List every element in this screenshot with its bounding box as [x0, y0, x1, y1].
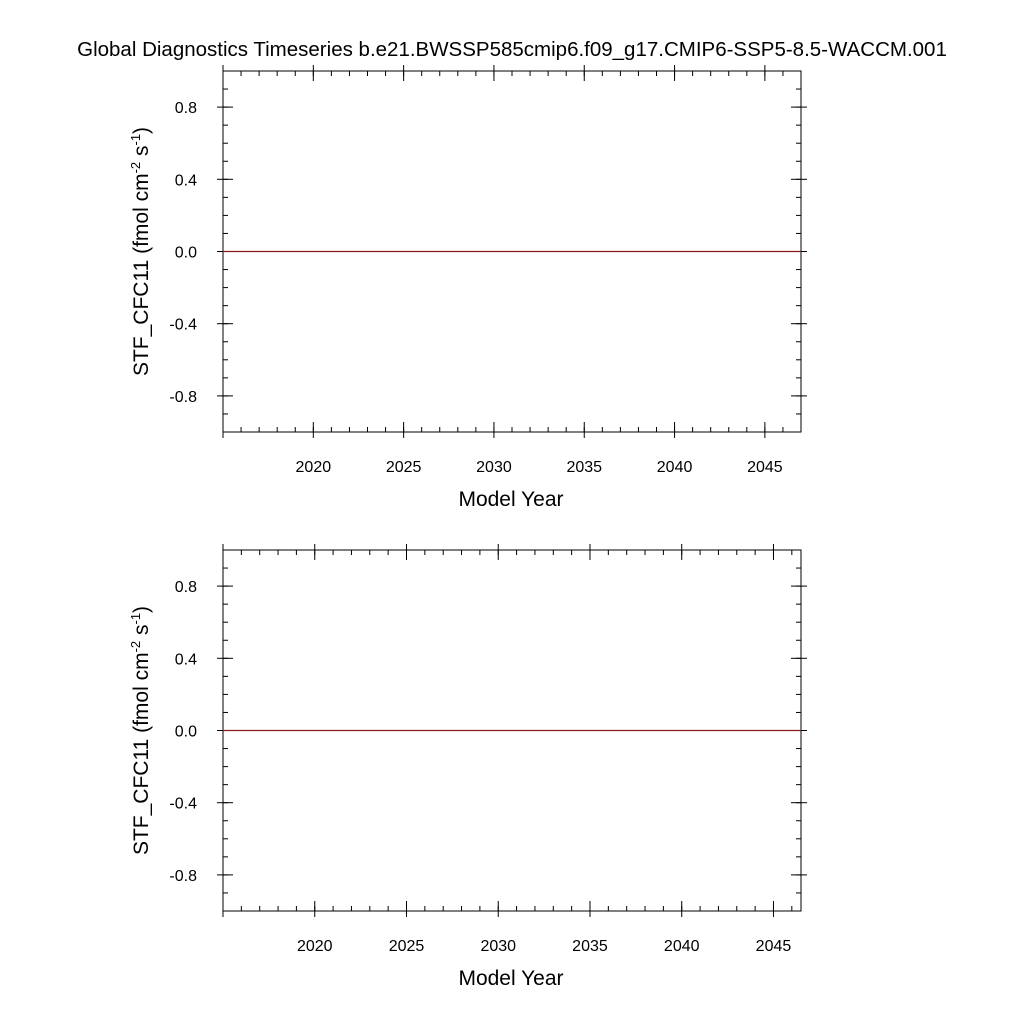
y-axis-label-exponent: -1	[128, 613, 143, 625]
y-tick-label: -0.4	[169, 317, 197, 334]
y-axis-label-part: )	[130, 127, 153, 134]
x-tick-label: 2030	[476, 459, 512, 476]
y-axis-label-part: s	[130, 146, 153, 162]
x-tick-label: 2045	[756, 938, 792, 955]
x-tick-label: 2020	[296, 459, 332, 476]
y-tick-label: 0.8	[175, 579, 197, 596]
chart-panel-2: 2020 2025 2030 2035 2040 2045 -0.8 -0.4 0.0 0.4 0.…	[128, 544, 807, 990]
y-axis-label-part: s	[130, 625, 153, 641]
y-axis-label: STF_CFC11 (fmol cm-2 s-1)	[128, 606, 153, 855]
x-tick-label: 2025	[386, 459, 422, 476]
y-tick-label: -0.8	[169, 868, 197, 885]
y-axis-label: STF_CFC11 (fmol cm-2 s-1)	[128, 127, 153, 376]
x-axis-label: Model Year	[458, 967, 563, 990]
chart-panel-1: 2020 2025 2030 2035 2040 2045 -0.8 -0.4 0.0 0.4 0.…	[128, 65, 807, 511]
y-axis-label-part: STF_CFC11 (fmol cm	[130, 652, 153, 855]
x-tick-label: 2040	[664, 938, 700, 955]
x-tick-label: 2030	[480, 938, 516, 955]
y-tick-label: 0.4	[175, 651, 197, 668]
x-tick-label: 2020	[297, 938, 333, 955]
x-tick-label: 2035	[572, 938, 608, 955]
y-axis-label-exponent: -2	[128, 162, 143, 174]
y-axis-label-exponent: -2	[128, 641, 143, 653]
x-tick-label: 2025	[389, 938, 425, 955]
y-axis-label-part: STF_CFC11 (fmol cm	[130, 173, 153, 376]
x-tick-label: 2035	[566, 459, 602, 476]
x-tick-label: 2045	[747, 459, 783, 476]
y-tick-label: 0.0	[175, 245, 197, 262]
y-tick-label: 0.4	[175, 172, 197, 189]
y-axis-label-exponent: -1	[128, 134, 143, 146]
y-axis-label-part: )	[130, 606, 153, 613]
x-axis-label: Model Year	[458, 488, 563, 511]
y-tick-label: -0.4	[169, 796, 197, 813]
y-tick-label: 0.8	[175, 100, 197, 117]
y-tick-label: 0.0	[175, 724, 197, 741]
y-tick-label: -0.8	[169, 389, 197, 406]
plots-container: 2020 2025 2030 2035 2040 2045 -0.8 -0.4 0.0 0.4 0.…	[128, 65, 807, 990]
page-title: Global Diagnostics Timeseries b.e21.BWSS…	[77, 38, 947, 61]
x-tick-label: 2040	[657, 459, 693, 476]
